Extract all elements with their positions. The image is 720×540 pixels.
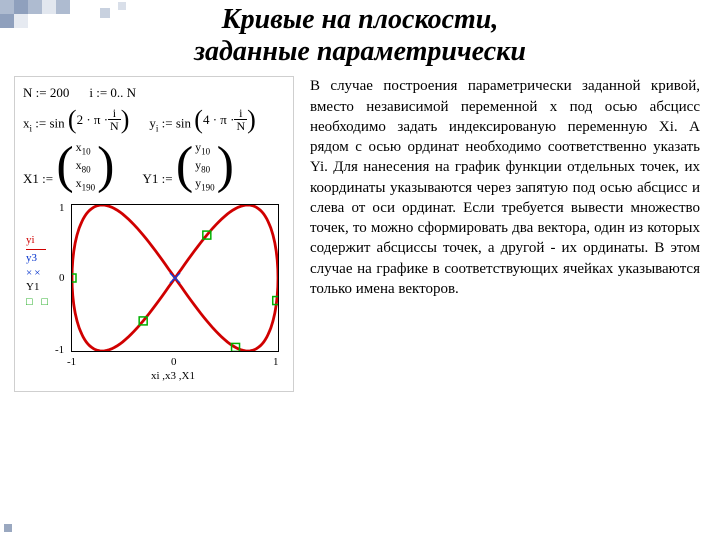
content-area: N := 200 i := 0.. N xi := sin ( 2 · π · … (0, 68, 720, 392)
x-expression: xi := sin ( 2 · π · iN ) (23, 107, 129, 136)
formula-row-1: N := 200 i := 0.. N (23, 83, 285, 103)
ytick-neg1: -1 (55, 342, 64, 359)
formula-panel: N := 200 i := 0.. N xi := sin ( 2 · π · … (14, 76, 294, 392)
xtick-1: 1 (273, 354, 279, 371)
i-definition: i := 0.. N (89, 83, 136, 103)
formula-row-3: X1 := ( x10 x80 x190 ) Y1 := ( y10 (23, 140, 285, 194)
y-expression: yi := sin ( 4 · π · iN ) (149, 107, 255, 136)
y1-vector: Y1 := ( y10 y80 y190 ) (143, 140, 235, 194)
plot-legend: yi y3 ×× Y1 □ □ (26, 233, 51, 310)
ytick-1: 1 (59, 200, 65, 217)
plot-area: yi y3 ×× Y1 □ □ 1 0 -1 -1 (23, 198, 285, 383)
legend-yi: yi (26, 233, 51, 248)
x-axis-label: xi ,x3 ,X1 (151, 368, 195, 385)
ytick-0: 0 (59, 270, 65, 287)
plot-border (71, 204, 279, 352)
plot-svg (72, 205, 278, 351)
legend-red-line (26, 249, 46, 250)
xtick-neg1: -1 (67, 354, 76, 371)
title-line-2: заданные параметрически (0, 36, 720, 68)
corner-decoration (0, 0, 140, 30)
formula-row-2: xi := sin ( 2 · π · iN ) yi := sin ( 4 ·… (23, 107, 285, 136)
x1-vector: X1 := ( x10 x80 x190 ) (23, 140, 115, 194)
corner-bullet-icon (4, 524, 12, 532)
legend-y3: y3 (26, 251, 51, 266)
legend-y1: Y1 (26, 280, 51, 295)
legend-blue-marks: ×× (26, 266, 51, 281)
n-definition: N := 200 (23, 83, 69, 103)
left-column: N := 200 i := 0.. N xi := sin ( 2 · π · … (14, 76, 294, 392)
legend-green-marks: □ □ (26, 295, 51, 310)
description-paragraph: В случае построения параметрически задан… (310, 76, 702, 392)
